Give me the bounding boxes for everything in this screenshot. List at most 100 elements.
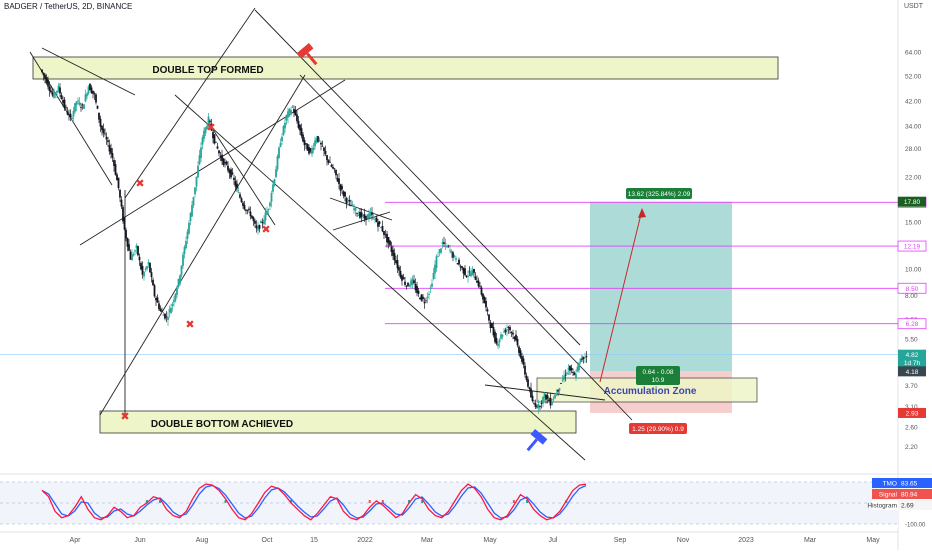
- candle: [101, 125, 103, 131]
- histogram-bar: [368, 500, 371, 503]
- candle: [183, 246, 186, 255]
- candle: [383, 231, 385, 235]
- candle: [42, 72, 45, 76]
- candle: [471, 270, 474, 276]
- candle: [380, 227, 382, 229]
- candle: [506, 329, 508, 331]
- x-marker: ✖: [185, 319, 194, 331]
- candle: [258, 225, 261, 229]
- price-tag-label: 17.80: [904, 199, 921, 206]
- candle: [366, 214, 369, 219]
- candle: [501, 334, 504, 337]
- candle: [89, 83, 91, 91]
- candle: [582, 357, 585, 359]
- x-tick-label: Sep: [614, 537, 627, 544]
- candle: [545, 394, 547, 400]
- y-tick-label: 22.00: [905, 174, 922, 181]
- candle: [242, 202, 244, 206]
- candle: [141, 265, 144, 275]
- candle: [195, 176, 198, 187]
- candle: [251, 215, 253, 219]
- candle: [206, 126, 208, 129]
- candle: [461, 266, 463, 269]
- candle: [404, 281, 406, 285]
- candle: [573, 372, 576, 376]
- candle: [560, 383, 562, 384]
- candle: [176, 288, 178, 295]
- position-label-bg: [636, 366, 680, 385]
- y-tick-label: 2.60: [905, 424, 918, 431]
- candle: [416, 285, 418, 293]
- candle: [387, 237, 390, 244]
- histogram-bar: [421, 500, 424, 503]
- indicator-value-label: 2.69: [901, 503, 914, 510]
- candle: [65, 107, 67, 109]
- candle: [327, 160, 330, 163]
- level-tag: [897, 282, 927, 294]
- candle: [567, 367, 570, 370]
- candle: [93, 93, 96, 95]
- candle: [357, 215, 360, 216]
- candle: [509, 327, 511, 331]
- candle: [203, 130, 205, 139]
- accumulation-zone-label: Accumulation Zone: [604, 386, 697, 397]
- candle: [314, 140, 316, 147]
- candle: [155, 298, 157, 301]
- histogram-bar: [381, 500, 384, 503]
- candle: [216, 146, 219, 149]
- candle: [519, 350, 522, 358]
- candle: [207, 116, 210, 127]
- candle: [293, 109, 295, 113]
- candle: [144, 268, 147, 270]
- candle: [54, 92, 57, 94]
- candle: [488, 314, 490, 321]
- indicator-legend-tag: [872, 489, 898, 499]
- candle: [557, 389, 559, 392]
- candle: [321, 145, 324, 147]
- candle: [117, 177, 120, 189]
- x-tick-label: 2022: [357, 537, 373, 544]
- price-tag: [898, 196, 926, 207]
- candle: [399, 270, 402, 278]
- indicator-y-tick: -100.00: [905, 523, 926, 529]
- candle: [333, 168, 336, 170]
- y-tick-label: 5.50: [905, 337, 918, 344]
- candle: [153, 285, 156, 297]
- candle: [533, 403, 535, 405]
- candle: [240, 198, 243, 203]
- candle: [449, 249, 451, 251]
- candle: [80, 106, 82, 108]
- y-tick-label: 8.00: [905, 293, 918, 300]
- candle: [315, 138, 318, 143]
- trendline: [79, 79, 346, 246]
- indicator-legend-tag: [872, 500, 898, 510]
- candle: [450, 251, 453, 254]
- candle: [470, 272, 472, 277]
- candle: [270, 193, 273, 202]
- candle: [371, 212, 373, 215]
- candle: [432, 272, 435, 279]
- indicator-value-tag: [898, 478, 932, 488]
- candle: [152, 279, 154, 286]
- target-label-bg: [626, 188, 692, 199]
- candle: [285, 114, 288, 121]
- candle: [204, 127, 207, 134]
- candle: [215, 141, 217, 143]
- candle: [245, 209, 247, 211]
- candle: [272, 184, 274, 192]
- candle: [263, 219, 265, 225]
- histogram-bar: [224, 500, 227, 503]
- candle: [354, 207, 357, 211]
- candle: [72, 110, 75, 117]
- candle: [291, 106, 294, 108]
- candle: [173, 299, 175, 303]
- candle: [162, 314, 165, 316]
- indicator-value-label: 80.94: [901, 492, 918, 499]
- candle: [497, 343, 499, 347]
- candle: [294, 110, 297, 116]
- candle: [306, 143, 309, 151]
- histogram-bar: [290, 500, 293, 503]
- candle: [305, 143, 307, 145]
- candle: [480, 287, 483, 295]
